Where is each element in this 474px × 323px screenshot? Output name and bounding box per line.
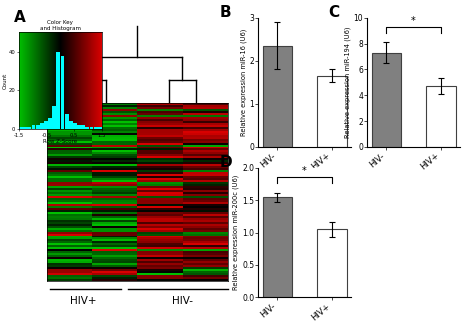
Text: D: D [219,155,232,170]
Bar [73,123,77,129]
Bar [426,86,456,147]
Text: HIV+: HIV+ [70,296,96,306]
Bar [317,76,346,147]
Bar [23,127,27,129]
Bar [40,123,44,129]
Text: A: A [14,10,26,25]
Bar [82,125,85,129]
Bar [263,197,292,297]
Y-axis label: Relative expression miR-194 (U6): Relative expression miR-194 (U6) [344,26,351,138]
Y-axis label: Relative expression miR-200c (U6): Relative expression miR-200c (U6) [233,175,239,290]
Bar [48,118,52,129]
Bar [85,127,89,129]
Bar [77,125,81,129]
Bar [98,127,102,129]
Bar [372,53,401,147]
Text: *: * [302,166,307,176]
Title: Color Key
and Histogram: Color Key and Histogram [40,20,81,31]
Text: B: B [219,5,231,20]
Y-axis label: Relative expression miR-16 (U6): Relative expression miR-16 (U6) [240,29,246,136]
Bar [263,46,292,147]
Bar [44,121,48,129]
Bar [90,127,93,129]
Bar [56,52,60,129]
Bar [52,106,56,129]
Bar [69,121,73,129]
Text: *: * [411,16,416,26]
Y-axis label: Count: Count [2,73,8,89]
Bar [61,56,64,129]
Bar [27,127,31,129]
X-axis label: Row Z-Score: Row Z-Score [44,139,77,144]
Text: HIV-: HIV- [172,296,193,306]
Bar [36,125,39,129]
Bar [94,127,98,129]
Text: C: C [328,5,340,20]
Bar [317,229,346,297]
Bar [32,125,36,129]
Bar [65,114,69,129]
Bar [19,127,23,129]
